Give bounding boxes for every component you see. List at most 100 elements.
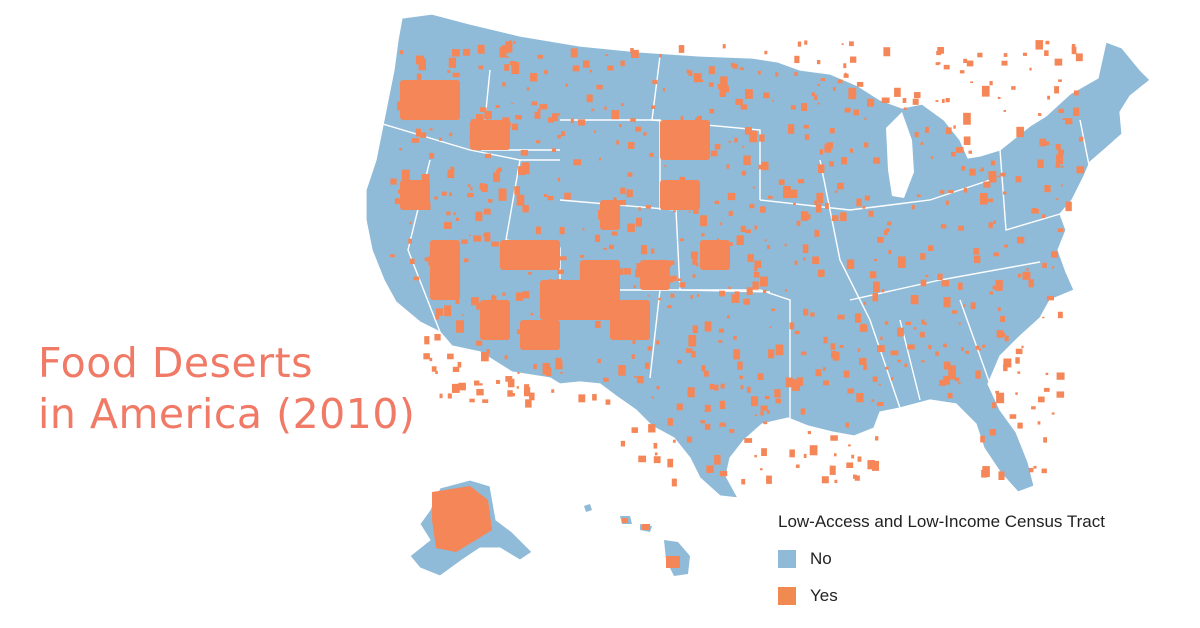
tract xyxy=(794,71,798,76)
tract xyxy=(1044,184,1051,193)
tract xyxy=(686,69,690,74)
tract xyxy=(745,229,751,234)
tract-cluster xyxy=(700,240,730,270)
tract xyxy=(753,271,760,278)
tract xyxy=(961,347,964,352)
tract xyxy=(1003,53,1008,57)
tract xyxy=(817,164,825,174)
tract xyxy=(593,130,596,134)
tract xyxy=(817,102,820,105)
tract xyxy=(894,87,901,97)
tract xyxy=(496,125,499,129)
tract xyxy=(943,297,951,308)
tract xyxy=(741,170,747,176)
tract xyxy=(565,83,568,87)
tract xyxy=(475,211,483,222)
tract xyxy=(701,365,706,372)
tract xyxy=(488,199,493,203)
tract xyxy=(394,198,401,205)
tract xyxy=(516,329,521,334)
tract xyxy=(737,361,743,370)
lake-michigan xyxy=(886,112,914,198)
tract xyxy=(970,81,974,84)
tract xyxy=(509,40,512,44)
tract xyxy=(649,152,654,157)
tract xyxy=(885,228,890,232)
tract xyxy=(1035,40,1044,50)
tract xyxy=(837,314,845,320)
tract xyxy=(1060,184,1064,187)
tract xyxy=(1071,44,1076,49)
tract xyxy=(513,41,516,44)
tract xyxy=(834,190,838,193)
tract xyxy=(840,212,847,222)
tract xyxy=(845,422,850,428)
tract xyxy=(769,326,772,329)
tract xyxy=(744,438,753,443)
tract xyxy=(433,99,441,106)
tract xyxy=(943,64,950,70)
tract xyxy=(833,453,837,457)
tract xyxy=(925,274,929,278)
tract xyxy=(557,269,563,275)
tract xyxy=(668,260,675,265)
tract xyxy=(476,302,484,310)
tract xyxy=(942,343,947,348)
tract xyxy=(1042,316,1045,319)
tract xyxy=(754,225,758,230)
tract-cluster xyxy=(500,240,560,270)
tract xyxy=(453,212,456,216)
tract xyxy=(636,217,642,227)
tract xyxy=(871,460,880,471)
tract xyxy=(620,103,625,106)
tract xyxy=(481,119,488,130)
tract xyxy=(920,253,926,260)
tract xyxy=(439,137,443,141)
tract xyxy=(1041,214,1046,219)
tract xyxy=(636,375,644,384)
tract xyxy=(462,48,471,56)
tract xyxy=(461,239,468,244)
tract xyxy=(648,264,652,268)
tract xyxy=(771,308,776,312)
tract xyxy=(654,452,658,456)
tract xyxy=(547,279,553,287)
tract xyxy=(457,361,462,368)
tract xyxy=(743,155,751,166)
tract xyxy=(677,278,682,282)
tract xyxy=(993,220,996,224)
tract xyxy=(618,200,626,206)
tract xyxy=(1058,149,1065,155)
tract xyxy=(939,190,945,194)
tract xyxy=(505,376,513,382)
tract xyxy=(594,234,601,242)
tract xyxy=(1003,110,1007,112)
tract xyxy=(416,73,422,80)
tract xyxy=(732,63,738,69)
tract xyxy=(823,336,828,344)
alaska-tracts xyxy=(432,486,492,552)
tract xyxy=(837,182,844,190)
tract xyxy=(668,123,672,125)
tract xyxy=(695,262,699,267)
tract xyxy=(990,160,996,166)
tract xyxy=(559,256,567,261)
tract xyxy=(1017,371,1021,374)
tract xyxy=(502,292,506,296)
tract xyxy=(687,387,695,398)
tract xyxy=(650,105,656,109)
tract xyxy=(1060,165,1064,168)
tract xyxy=(1015,357,1020,364)
tract xyxy=(537,108,541,113)
legend-swatch-no xyxy=(778,550,796,568)
tract xyxy=(471,123,476,127)
tract xyxy=(996,330,1004,338)
tract xyxy=(945,98,950,103)
tract xyxy=(841,43,844,46)
tract xyxy=(752,186,755,189)
tract xyxy=(461,314,465,316)
tract xyxy=(447,70,451,73)
tract xyxy=(869,271,877,279)
tract xyxy=(789,322,795,330)
tract xyxy=(451,257,455,262)
